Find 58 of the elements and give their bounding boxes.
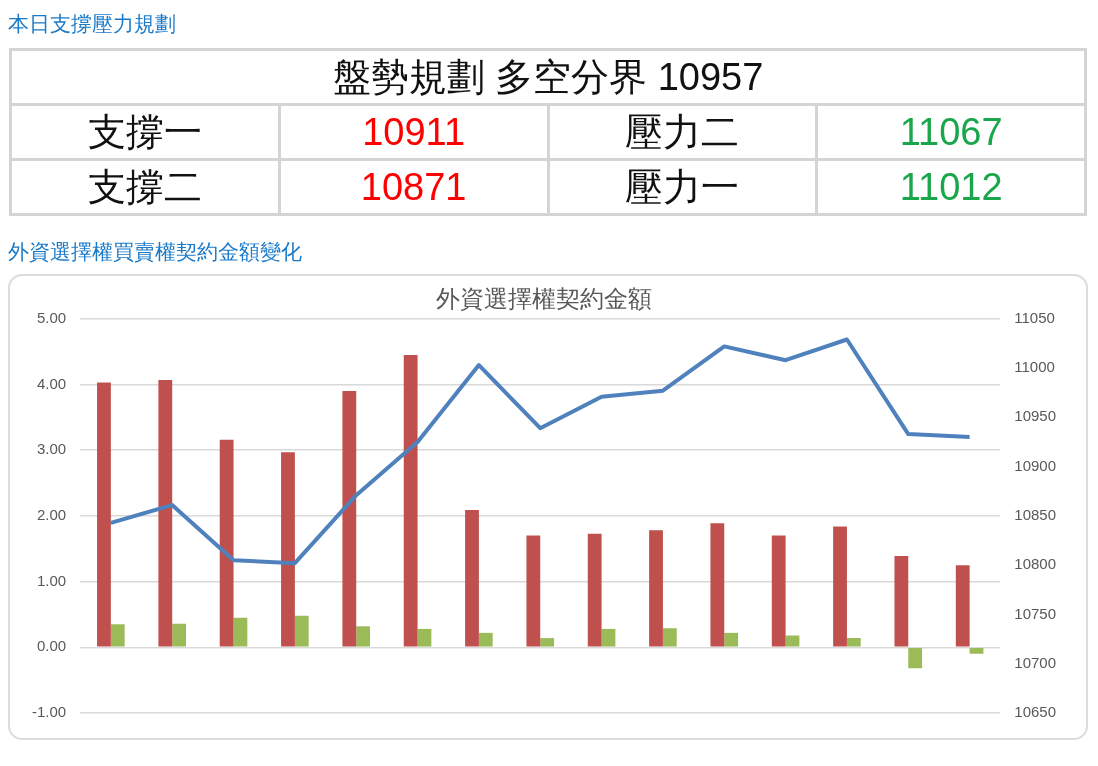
bar	[526, 535, 541, 647]
bar	[955, 565, 970, 647]
y-tick-label: 0.00	[36, 637, 67, 655]
text: 本日支撐壓力規劃	[8, 11, 177, 37]
bar	[601, 628, 616, 647]
bar	[158, 379, 173, 647]
bar	[894, 555, 909, 647]
y2-tick-label: 11050	[1014, 308, 1055, 326]
bar	[833, 526, 847, 647]
bar	[356, 626, 371, 647]
y2-tick-label: 10850	[1014, 506, 1057, 524]
bar	[846, 638, 861, 647]
bar	[908, 648, 923, 669]
y2-tick-label: 10950	[1014, 407, 1057, 425]
y-tick-label: 3.00	[36, 440, 67, 458]
bar	[403, 354, 418, 647]
bar	[649, 530, 663, 647]
bar	[281, 452, 295, 647]
y2-tick-label: 11000	[1014, 358, 1055, 376]
bar	[97, 382, 111, 647]
bar	[969, 648, 984, 654]
bar	[417, 628, 432, 647]
text: 支撐二	[10, 159, 280, 215]
bar	[219, 439, 234, 647]
text: 支撐一	[10, 104, 280, 160]
chart-title: 外資選擇權契約金額	[436, 285, 652, 313]
bar	[710, 523, 725, 647]
bar	[785, 635, 800, 647]
y-tick-label: -1.00	[31, 703, 67, 721]
y-tick-label: 1.00	[36, 571, 67, 589]
text: 11012	[816, 159, 1086, 215]
bar	[465, 509, 479, 647]
y2-tick-label: 10800	[1014, 555, 1057, 573]
y2-tick-label: 10750	[1014, 604, 1057, 622]
y-tick-label: 4.00	[36, 374, 67, 392]
bar	[478, 632, 493, 647]
bar	[110, 624, 125, 647]
bar	[294, 615, 309, 647]
bar	[540, 638, 555, 647]
bar	[172, 623, 186, 647]
text: 壓力二	[548, 104, 817, 160]
text: 10871	[279, 159, 548, 215]
bar	[342, 391, 357, 647]
y-tick-label: 5.00	[36, 308, 67, 326]
text: 11067	[816, 104, 1086, 160]
bar	[233, 617, 248, 647]
y2-tick-label: 10650	[1014, 703, 1057, 721]
bar	[771, 535, 786, 647]
bar	[662, 628, 677, 647]
y2-tick-label: 10900	[1014, 456, 1057, 474]
chart-subtitle: 外資選擇權買賣權契約金額變化	[8, 239, 303, 265]
text: 盤勢規劃 多空分界 10957	[10, 49, 1086, 105]
bar	[724, 632, 739, 647]
bar	[587, 533, 602, 647]
y2-tick-label: 10700	[1014, 653, 1057, 671]
y-tick-label: 2.00	[36, 506, 67, 524]
text: 10911	[279, 104, 548, 160]
text: 壓力一	[548, 159, 817, 215]
